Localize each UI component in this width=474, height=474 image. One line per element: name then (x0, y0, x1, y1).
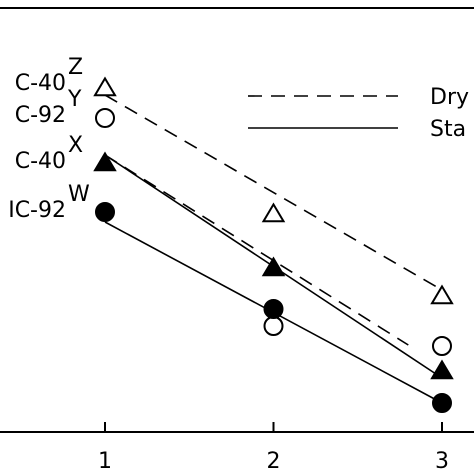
marker-triangle-filled-3-1 (93, 151, 117, 172)
marker-triangle-open-1-2 (261, 202, 286, 223)
marker-circle-open-2-2 (263, 316, 284, 336)
series-label-3: C-40 (15, 149, 66, 174)
series-label-1: C-40 (15, 71, 66, 96)
marker-circle-open-2-1 (95, 108, 115, 128)
legend-label-2: Sta (430, 117, 466, 142)
fit-line-2 (104, 154, 409, 346)
marker-circle-filled-4-2 (263, 299, 284, 319)
x-tick-label-3: 3 (435, 449, 449, 474)
marker-circle-filled-4-1 (95, 202, 115, 222)
series-label-sup-2: Y (67, 87, 82, 112)
plot-frame (0, 7, 474, 433)
x-tick-label-2: 2 (267, 449, 281, 474)
marker-triangle-open-1-3 (430, 284, 454, 305)
marker-circle-open-2-3 (432, 336, 452, 356)
series-label-sup-4: W (68, 182, 90, 207)
series-label-2: C-92 (15, 103, 66, 128)
fit-lines (104, 94, 443, 404)
data-markers (93, 76, 454, 413)
legend-label-1: Dry (430, 85, 469, 110)
legend: Dry Sta (248, 85, 469, 142)
x-axis-ticks: 1 2 3 (98, 422, 449, 474)
marker-triangle-open-1-1 (93, 76, 117, 97)
fit-line-1 (104, 94, 443, 291)
marker-triangle-filled-3-3 (430, 359, 454, 380)
series-label-sup-1: Z (68, 55, 83, 80)
x-tick-label-1: 1 (98, 449, 112, 474)
marker-circle-filled-4-3 (432, 393, 452, 413)
series-label-4: IC-92 (8, 198, 66, 223)
marker-triangle-filled-3-2 (261, 256, 286, 277)
series-label-sup-3: X (68, 133, 83, 158)
